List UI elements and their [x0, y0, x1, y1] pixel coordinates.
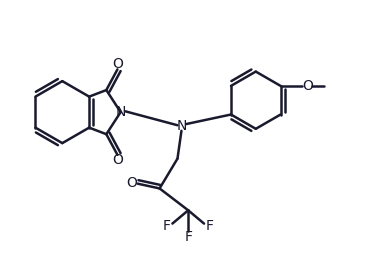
Text: O: O [127, 176, 138, 190]
Text: F: F [163, 219, 171, 233]
Text: N: N [116, 105, 126, 119]
Text: F: F [184, 229, 192, 243]
Text: O: O [113, 153, 123, 167]
Text: F: F [205, 219, 214, 233]
Text: N: N [177, 119, 188, 133]
Text: O: O [302, 79, 313, 93]
Text: O: O [113, 57, 123, 71]
